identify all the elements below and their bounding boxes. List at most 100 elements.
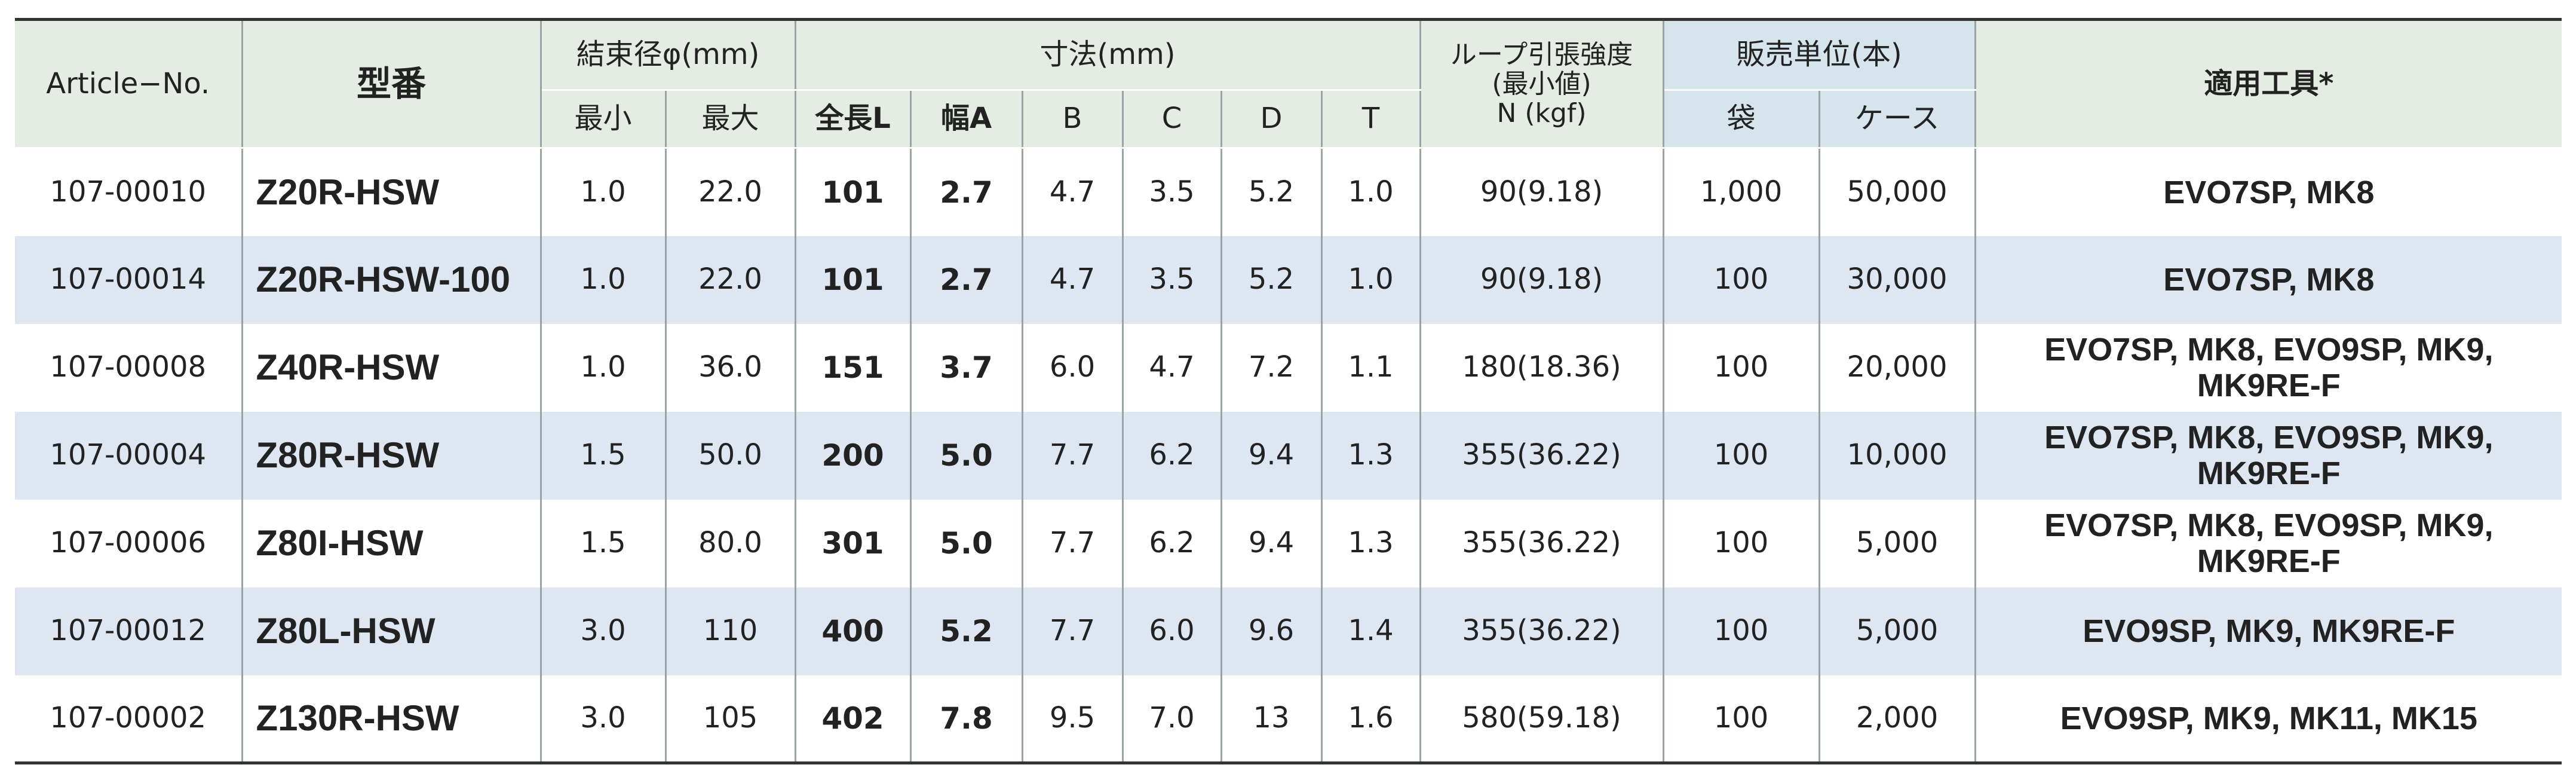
- table-row: 107-00004 Z80R-HSW 1.5 50.0 200 5.0 7.7 6.2 9.4 1…: [15, 411, 2562, 500]
- table-cell: Z130R-HSW: [241, 675, 542, 763]
- table-cell: 107-00014: [15, 235, 243, 324]
- table-row: 107-00008 Z40R-HSW 1.0 36.0 151 3.7 6.0 4.7 7.2 1…: [15, 323, 2562, 412]
- table-cell: 107-00012: [15, 587, 243, 675]
- table-cell: 6.2: [1121, 411, 1222, 500]
- table-cell: 7.2: [1220, 323, 1323, 412]
- header-cell: 結束径φ(mm): [539, 19, 796, 91]
- table-row: 107-00002 Z130R-HSW 3.0 105 402 7.8 9.5 7.0 13 1.…: [15, 675, 2562, 763]
- table-cell: 36.0: [664, 323, 796, 412]
- header-cell: 適用工具*: [1974, 19, 2562, 149]
- table-cell: 9.4: [1220, 499, 1323, 588]
- table-cell: 10,000: [1818, 411, 1976, 500]
- table-cell: 9.4: [1220, 411, 1323, 500]
- table-cell: 400: [794, 587, 912, 675]
- table-cell: 301: [794, 499, 912, 588]
- table-cell: 580(59.18): [1419, 675, 1664, 763]
- table-cell: 107-00006: [15, 499, 243, 588]
- table-cell: 355(36.22): [1419, 499, 1664, 588]
- header-cell: 販売単位(本): [1662, 19, 1976, 91]
- sub-header-cell: T: [1320, 90, 1421, 149]
- table-cell: 1.0: [539, 148, 667, 236]
- table-cell: 100: [1662, 235, 1820, 324]
- table-cell: 100: [1662, 411, 1820, 500]
- table-body: 107-00010 Z20R-HSW 1.0 22.0 101 2.7 4.7 3.5 5.2 1…: [15, 148, 2562, 763]
- table-cell: 1.3: [1320, 499, 1421, 588]
- table-cell: Z20R-HSW-100: [241, 235, 542, 324]
- table-cell: 1.1: [1320, 323, 1421, 412]
- table-cell: 50.0: [664, 411, 796, 500]
- table-row: 107-00010 Z20R-HSW 1.0 22.0 101 2.7 4.7 3.5 5.2 1…: [15, 148, 2562, 236]
- header-line: ループ引張強度: [1450, 39, 1633, 70]
- sub-header-cell: 全長L: [794, 90, 912, 149]
- table-cell: 355(36.22): [1419, 587, 1664, 675]
- table-cell: EVO7SP, MK8: [1974, 148, 2562, 236]
- table-cell: 6.0: [1021, 323, 1124, 412]
- table-cell: 101: [794, 235, 912, 324]
- header-line: (最小値): [1492, 68, 1591, 99]
- sub-header-cell: B: [1021, 90, 1124, 149]
- table-cell: 1.4: [1320, 587, 1421, 675]
- table-cell: 107-00004: [15, 411, 243, 500]
- table-cell: 2.7: [909, 235, 1023, 324]
- table-cell: 7.7: [1021, 411, 1124, 500]
- table-cell: 5.2: [909, 587, 1023, 675]
- table-row: 107-00012 Z80L-HSW 3.0 110 400 5.2 7.7 6.0 9.6 1.…: [15, 587, 2562, 675]
- table-cell: 101: [794, 148, 912, 236]
- table-cell: 100: [1662, 587, 1820, 675]
- table-cell: 3.0: [539, 587, 667, 675]
- table-cell: 3.0: [539, 675, 667, 763]
- table-cell: 107-00008: [15, 323, 243, 412]
- table-header: Article−No. 型番 結束径φ(mm) 寸法(mm) ループ引張強度 (…: [15, 19, 2562, 149]
- table-cell: 20,000: [1818, 323, 1976, 412]
- table-cell: 7.7: [1021, 587, 1124, 675]
- table-cell: Z80L-HSW: [241, 587, 542, 675]
- table-cell: EVO7SP, MK8, EVO9SP, MK9, MK9RE-F: [1974, 323, 2562, 412]
- header-cell: ループ引張強度 (最小値) N (kgf): [1419, 19, 1664, 149]
- sub-header-cell: D: [1220, 90, 1323, 149]
- table-cell: 2,000: [1818, 675, 1976, 763]
- table-cell: 4.7: [1121, 323, 1222, 412]
- table-cell: 5,000: [1818, 499, 1976, 588]
- table-cell: 2.7: [909, 148, 1023, 236]
- table-cell: 1,000: [1662, 148, 1820, 236]
- sub-header-cell: 最大: [664, 90, 796, 149]
- table-row: 107-00006 Z80I-HSW 1.5 80.0 301 5.0 7.7 6.2 9.4 1…: [15, 499, 2562, 588]
- table-cell: EVO7SP, MK8, EVO9SP, MK9, MK9RE-F: [1974, 411, 2562, 500]
- table-cell: 100: [1662, 675, 1820, 763]
- header-row: Article−No. 型番 結束径φ(mm) 寸法(mm) ループ引張強度 (…: [15, 19, 2562, 149]
- table-cell: 5.0: [909, 411, 1023, 500]
- table-cell: Z80I-HSW: [241, 499, 542, 588]
- table-cell: 107-00002: [15, 675, 243, 763]
- header-cell: 型番: [241, 19, 542, 149]
- table-cell: 22.0: [664, 235, 796, 324]
- table-cell: 1.3: [1320, 411, 1421, 500]
- table-cell: 30,000: [1818, 235, 1976, 324]
- table-cell: EVO9SP, MK9, MK9RE-F: [1974, 587, 2562, 675]
- table-cell: 7.7: [1021, 499, 1124, 588]
- sub-header-cell: 幅A: [909, 90, 1023, 149]
- table-cell: 1.0: [539, 235, 667, 324]
- table-cell: 13: [1220, 675, 1323, 763]
- table-cell: 4.7: [1021, 148, 1124, 236]
- table-cell: 6.0: [1121, 587, 1222, 675]
- table-cell: 355(36.22): [1419, 411, 1664, 500]
- table-cell: EVO9SP, MK9, MK11, MK15: [1974, 675, 2562, 763]
- table-cell: 5.2: [1220, 235, 1323, 324]
- table-cell: 1.5: [539, 411, 667, 500]
- table-cell: 107-00010: [15, 148, 243, 236]
- table-cell: 22.0: [664, 148, 796, 236]
- table-cell: 100: [1662, 499, 1820, 588]
- table-cell: 1.0: [539, 323, 667, 412]
- table-cell: 1.0: [1320, 235, 1421, 324]
- table-cell: 3.5: [1121, 148, 1222, 236]
- table-cell: 6.2: [1121, 499, 1222, 588]
- table-cell: 180(18.36): [1419, 323, 1664, 412]
- table-cell: 5.2: [1220, 148, 1323, 236]
- table-row: 107-00014 Z20R-HSW-100 1.0 22.0 101 2.7 4.7 3.5…: [15, 235, 2562, 324]
- table-cell: 90(9.18): [1419, 235, 1664, 324]
- table-cell: 4.7: [1021, 235, 1124, 324]
- table-cell: 5,000: [1818, 587, 1976, 675]
- header-cell: Article−No.: [15, 19, 243, 149]
- table-cell: 7.0: [1121, 675, 1222, 763]
- table-cell: Z40R-HSW: [241, 323, 542, 412]
